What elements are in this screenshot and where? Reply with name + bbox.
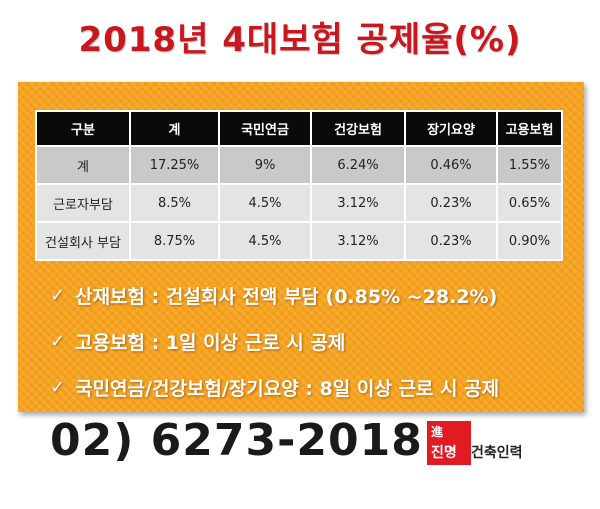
check-icon: ✓: [50, 330, 66, 352]
note-employment-insurance: ✓ 고용보험 : 1일 이상 근로 시 공제: [50, 318, 499, 364]
logo-red-box: 進 진명: [427, 421, 471, 465]
cell-employment-insurance: 0.90%: [496, 221, 563, 261]
cell-health-insurance: 6.24%: [310, 145, 406, 185]
header-employment-insurance: 고용보험: [496, 110, 563, 147]
cell-national-pension: 9%: [218, 145, 312, 185]
row-label: 근로자부담: [35, 183, 131, 223]
row-label: 계: [35, 145, 131, 185]
cell-long-term-care: 0.23%: [404, 183, 498, 223]
row-label: 건설회사 부담: [35, 221, 131, 261]
cell-employment-insurance: 0.65%: [496, 183, 563, 223]
cell-total: 8.5%: [129, 183, 220, 223]
header-category: 구분: [35, 110, 131, 147]
page-title: 2018년 4대보험 공제율(%): [78, 20, 522, 60]
cell-total: 17.25%: [129, 145, 220, 185]
cell-long-term-care: 0.46%: [404, 145, 498, 185]
logo-company-name: 건축인력: [471, 445, 523, 461]
table-header-row: 구분 계 국민연금 건강보험 장기요양 고용보험: [35, 110, 563, 147]
cell-health-insurance: 3.12%: [310, 221, 406, 261]
note-industrial-accident: ✓ 산재보험 : 건설회사 전액 부담 (0.85% ~28.2%): [50, 272, 499, 318]
table-row: 계 17.25% 9% 6.24% 0.46% 1.55%: [35, 145, 563, 185]
note-text: 산재보험 : 건설회사 전액 부담 (0.85% ~28.2%): [75, 285, 498, 308]
cell-employment-insurance: 1.55%: [496, 145, 563, 185]
note-text: 고용보험 : 1일 이상 근로 시 공제: [75, 331, 346, 354]
logo-hanja: 進: [431, 425, 444, 439]
table-row: 건설회사 부담 8.75% 4.5% 3.12% 0.23% 0.90%: [35, 221, 563, 261]
company-logo: 進 진명 건축인력: [427, 421, 557, 465]
notes-list: ✓ 산재보험 : 건설회사 전액 부담 (0.85% ~28.2%) ✓ 고용보…: [50, 272, 499, 410]
note-text: 국민연금/건강보험/장기요양 : 8일 이상 근로 시 공제: [75, 377, 500, 400]
check-icon: ✓: [50, 284, 66, 306]
header-national-pension: 국민연금: [218, 110, 312, 147]
cell-national-pension: 4.5%: [218, 183, 312, 223]
cell-long-term-care: 0.23%: [404, 221, 498, 261]
cell-health-insurance: 3.12%: [310, 183, 406, 223]
logo-brand: 진명: [431, 445, 457, 461]
phone-number: 02) 6273-2018: [50, 415, 423, 466]
header-long-term-care: 장기요양: [404, 110, 498, 147]
check-icon: ✓: [50, 376, 66, 398]
cell-national-pension: 4.5%: [218, 221, 312, 261]
cell-total: 8.75%: [129, 221, 220, 261]
header-total: 계: [129, 110, 220, 147]
header-health-insurance: 건강보험: [310, 110, 406, 147]
table-row: 근로자부담 8.5% 4.5% 3.12% 0.23% 0.65%: [35, 183, 563, 223]
note-pension-health-care: ✓ 국민연금/건강보험/장기요양 : 8일 이상 근로 시 공제: [50, 364, 499, 410]
insurance-rate-table: 구분 계 국민연금 건강보험 장기요양 고용보험 계 17.25% 9% 6.2…: [35, 110, 563, 261]
